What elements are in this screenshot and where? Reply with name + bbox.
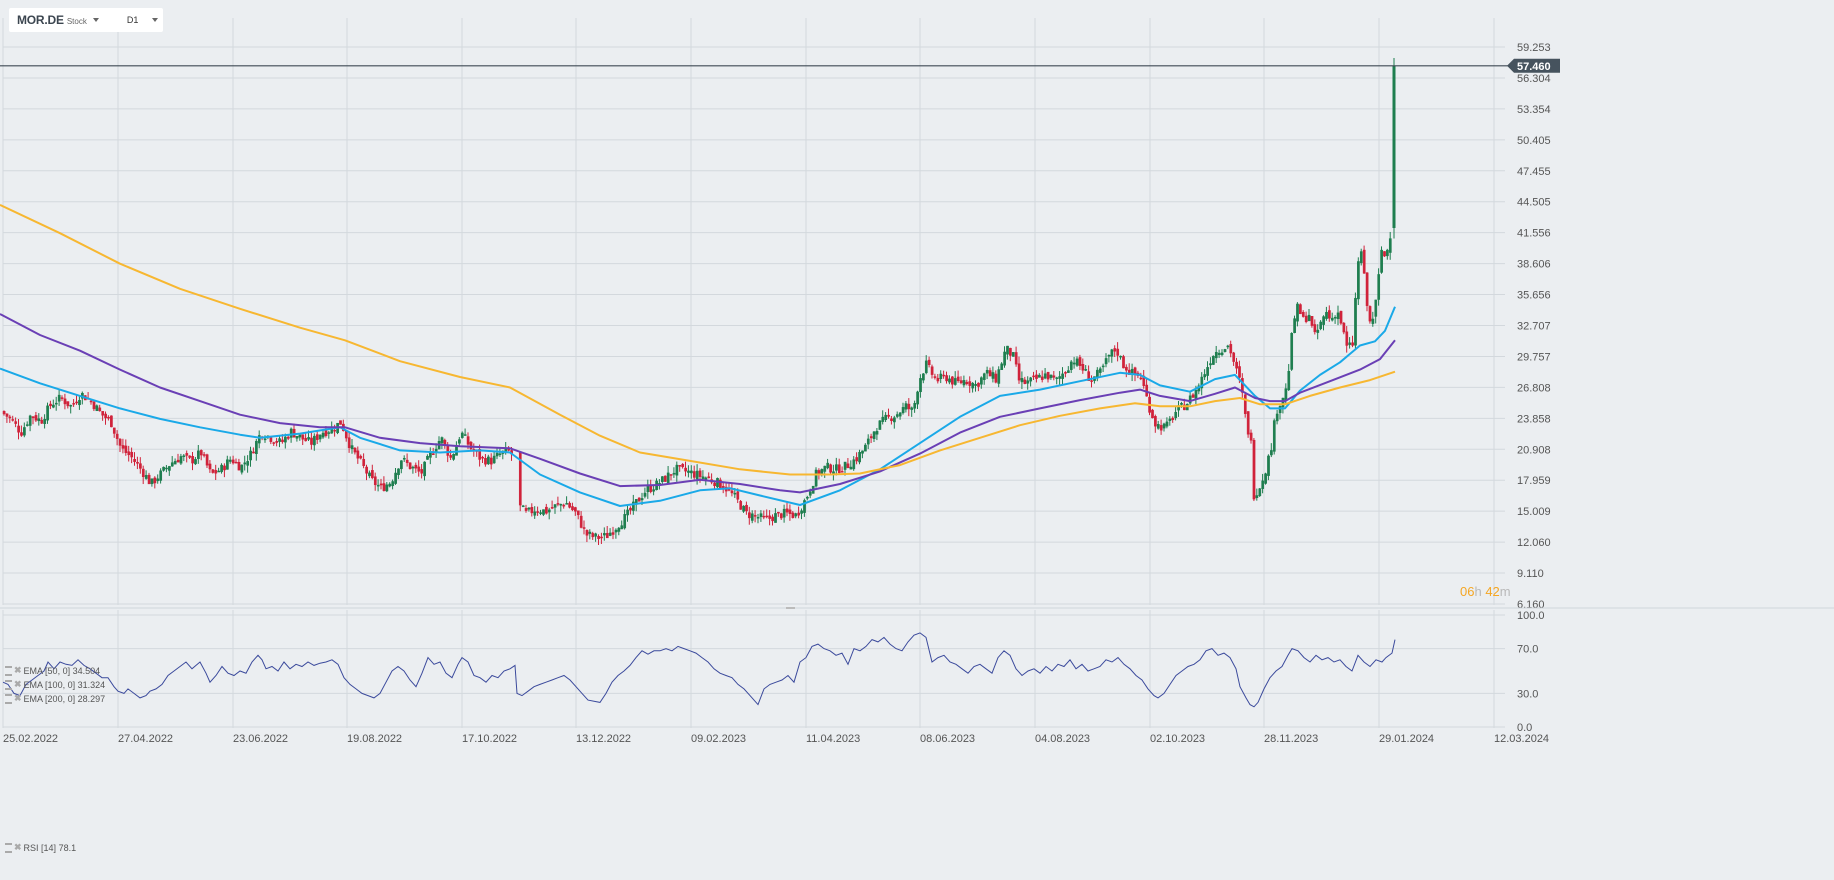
date-axis-label: 13.12.2022 bbox=[576, 733, 631, 745]
instrument-type: Stock bbox=[66, 16, 87, 26]
date-axis-label: 11.04.2023 bbox=[806, 733, 860, 745]
price-axis-label: 53.354 bbox=[1517, 104, 1551, 116]
price-axis-label: 41.556 bbox=[1517, 228, 1551, 240]
price-axis-label: 59.253 bbox=[1517, 42, 1551, 54]
hours-unit: h bbox=[1474, 584, 1482, 599]
date-axis-label: 12.03.2024 bbox=[1494, 733, 1549, 745]
price-axis-label: 38.606 bbox=[1517, 259, 1551, 271]
close-icon[interactable]: ✖ bbox=[14, 679, 22, 689]
symbol-name[interactable]: MOR.DE bbox=[17, 13, 64, 27]
price-axis-label: 17.959 bbox=[1517, 475, 1551, 487]
price-axis-label: 50.405 bbox=[1517, 135, 1551, 147]
date-axis-label: 25.02.2022 bbox=[3, 733, 58, 745]
ema100-line bbox=[0, 313, 1396, 494]
legend-ema200: ✖ EMA [200, 0] 28.297 bbox=[5, 693, 105, 704]
close-icon[interactable]: ✖ bbox=[14, 842, 22, 852]
menu-icon[interactable] bbox=[5, 693, 12, 704]
price-axis-label: 32.707 bbox=[1517, 320, 1551, 332]
price-axis-label: 20.908 bbox=[1517, 444, 1551, 456]
countdown-minutes: 42 bbox=[1485, 584, 1500, 599]
legend-ema200-label: EMA [200, 0] 28.297 bbox=[23, 693, 106, 704]
ema200-line bbox=[0, 203, 1396, 476]
price-axis-label: 9.110 bbox=[1517, 568, 1544, 580]
legend-ema50-label: EMA [50, 0] 34.504 bbox=[23, 665, 101, 676]
minutes-unit: m bbox=[1499, 584, 1511, 599]
menu-icon[interactable] bbox=[5, 679, 12, 690]
legend-rsi: ✖ RSI [14] 78.1 bbox=[5, 842, 76, 853]
symbol-dropdown-caret-icon[interactable] bbox=[92, 18, 99, 22]
rsi-axis-label: 70.0 bbox=[1517, 644, 1538, 656]
date-axis-label: 19.08.2022 bbox=[347, 733, 402, 745]
price-axis-label: 23.858 bbox=[1517, 413, 1551, 425]
close-icon[interactable]: ✖ bbox=[14, 665, 22, 675]
symbol-toolbar: MOR.DE Stock D1 bbox=[9, 8, 163, 32]
date-axis-label: 04.08.2023 bbox=[1035, 733, 1090, 745]
price-axis-label: 44.505 bbox=[1517, 197, 1551, 209]
date-axis-label: 09.02.2023 bbox=[691, 733, 746, 745]
panel-resize-handle[interactable] bbox=[786, 607, 795, 609]
rsi-axis-label: 30.0 bbox=[1517, 688, 1538, 700]
close-icon[interactable]: ✖ bbox=[14, 693, 22, 703]
last-candle bbox=[1392, 65, 1396, 229]
current-price-value: 57.460 bbox=[1517, 61, 1551, 73]
candles bbox=[2, 231, 1392, 546]
current-price-tag bbox=[1507, 58, 1560, 73]
date-axis-label: 17.10.2022 bbox=[462, 733, 517, 745]
date-axis-label: 28.11.2023 bbox=[1264, 733, 1318, 745]
price-axis-label: 15.009 bbox=[1517, 506, 1551, 518]
date-axis-label: 29.01.2024 bbox=[1379, 733, 1434, 745]
price-axis-label: 26.808 bbox=[1517, 382, 1551, 394]
price-axis-label: 29.757 bbox=[1517, 351, 1551, 363]
price-axis-label: 35.656 bbox=[1517, 290, 1551, 302]
price-axis-label: 12.060 bbox=[1517, 537, 1551, 549]
price-axis-label: 56.304 bbox=[1517, 73, 1551, 85]
legend-rsi-label: RSI [14] 78.1 bbox=[23, 842, 77, 853]
rsi-axis-label: 100.0 bbox=[1517, 610, 1545, 622]
rsi-axis-label: 0.0 bbox=[1517, 722, 1532, 734]
countdown-hours: 06 bbox=[1460, 584, 1475, 599]
legend-ema100: ✖ EMA [100, 0] 31.324 bbox=[5, 679, 105, 690]
menu-icon[interactable] bbox=[5, 842, 12, 853]
timeframe-dropdown-caret-icon[interactable] bbox=[152, 18, 159, 22]
rsi-line bbox=[2, 632, 1396, 708]
price-axis-label: 47.455 bbox=[1517, 166, 1551, 178]
date-axis-label: 23.06.2022 bbox=[233, 733, 288, 745]
date-axis-label: 27.04.2022 bbox=[118, 733, 173, 745]
timeframe-selector[interactable]: D1 bbox=[126, 15, 139, 25]
candle-countdown: 06h 42m bbox=[1460, 584, 1511, 599]
legend-ema50: ✖ EMA [50, 0] 34.504 bbox=[5, 665, 100, 676]
menu-icon[interactable] bbox=[5, 665, 12, 676]
date-axis-label: 08.06.2023 bbox=[920, 733, 975, 745]
legend-ema100-label: EMA [100, 0] 31.324 bbox=[23, 679, 106, 690]
date-axis-label: 02.10.2023 bbox=[1150, 733, 1205, 745]
